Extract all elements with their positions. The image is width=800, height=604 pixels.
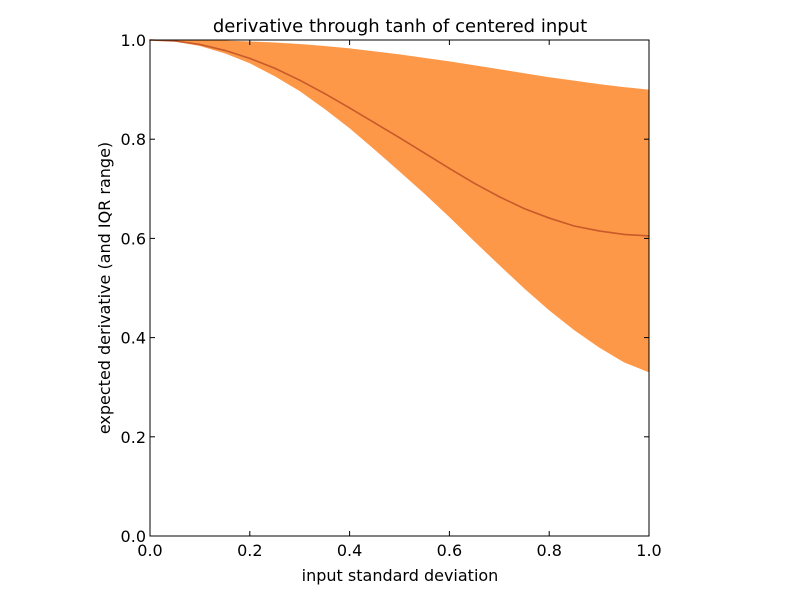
expected-derivative-point [473,182,476,185]
y-tick-label: 0.8 [121,130,146,149]
expected-derivative-point [423,152,426,154]
x-tick-label: 0.0 [137,541,162,560]
expected-derivative-point [348,107,351,109]
expected-derivative-point [598,230,600,232]
x-tick-label: 0.4 [337,541,362,560]
y-tick-label: 0.2 [121,428,146,447]
y-axis-label: expected derivative (and IQR range) [95,142,114,434]
expected-derivative-point [548,217,550,219]
y-tick-label: 0.4 [121,329,146,348]
expected-derivative-point [498,195,501,198]
iqr-band-area [150,40,649,373]
expected-derivative-point [448,167,451,170]
y-axis-ticks: 0.0 0.2 0.4 0.6 0.8 1.0 [121,31,649,546]
y-tick-label: 0.6 [121,229,146,248]
x-tick-label: 0.6 [437,541,462,560]
expected-derivative-point [523,207,526,210]
expected-derivative-point [199,43,201,46]
y-tick-label: 1.0 [121,31,146,50]
expected-derivative-point [373,122,376,124]
expected-derivative-point [298,79,301,81]
expected-derivative-point [623,233,625,236]
plot-frame [149,39,650,537]
expected-derivative-point [398,136,401,139]
expected-derivative-point [273,67,276,70]
x-axis-ticks: 0.0 0.2 0.4 0.6 0.8 1.0 [137,40,662,560]
chart-title: derivative through tanh of centered inpu… [213,16,587,37]
expected-derivative-point [249,57,251,60]
expected-derivative-point [174,40,176,42]
expected-derivative-point [323,92,326,95]
x-tick-label: 0.2 [237,541,262,560]
x-tick-label: 1.0 [636,541,661,560]
expected-derivative-point [573,225,575,227]
expected-derivative-point [224,49,226,52]
plot-area [149,39,650,373]
x-tick-label: 0.8 [536,541,561,560]
x-axis-label: input standard deviation [302,566,499,585]
y-tick-label: 0.0 [121,527,146,546]
